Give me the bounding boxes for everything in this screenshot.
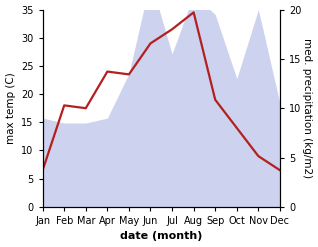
Y-axis label: med. precipitation (kg/m2): med. precipitation (kg/m2) bbox=[302, 38, 313, 178]
Y-axis label: max temp (C): max temp (C) bbox=[5, 72, 16, 144]
X-axis label: date (month): date (month) bbox=[120, 231, 203, 242]
